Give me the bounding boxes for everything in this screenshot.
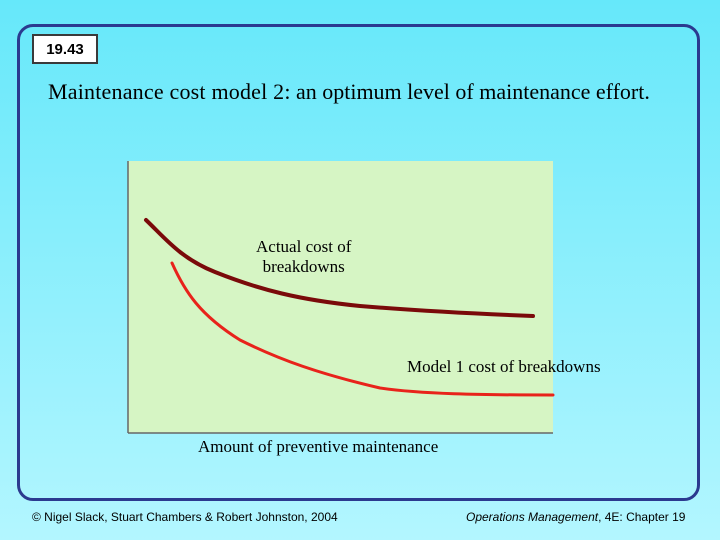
model1-cost-label: Model 1 cost of breakdowns bbox=[407, 357, 601, 376]
slide-frame bbox=[17, 24, 700, 501]
slide-number: 19.43 bbox=[32, 34, 98, 64]
x-axis-label: Amount of preventive maintenance bbox=[198, 437, 439, 456]
model1-cost-curve bbox=[170, 261, 555, 397]
slide-title-rest: : an optimum level of maintenance effort… bbox=[284, 79, 650, 104]
actual-cost-curve bbox=[144, 218, 535, 318]
book-footer: Operations Management, 4E: Chapter 19 bbox=[466, 510, 685, 524]
plot-area bbox=[128, 161, 553, 433]
actual-cost-label: Actual cost of breakdowns bbox=[256, 237, 351, 277]
slide-title-main: Maintenance cost model 2 bbox=[48, 79, 285, 104]
actual-cost-label-line1: Actual cost of bbox=[256, 237, 352, 256]
actual-cost-label-line2: breakdowns bbox=[262, 257, 345, 276]
book-title: Operations Management bbox=[466, 510, 599, 524]
book-chapter: , 4E: Chapter 19 bbox=[598, 510, 686, 524]
slide-title: Maintenance cost model 2: an optimum lev… bbox=[48, 78, 668, 106]
copyright-footer: © Nigel Slack, Stuart Chambers & Robert … bbox=[32, 510, 338, 524]
